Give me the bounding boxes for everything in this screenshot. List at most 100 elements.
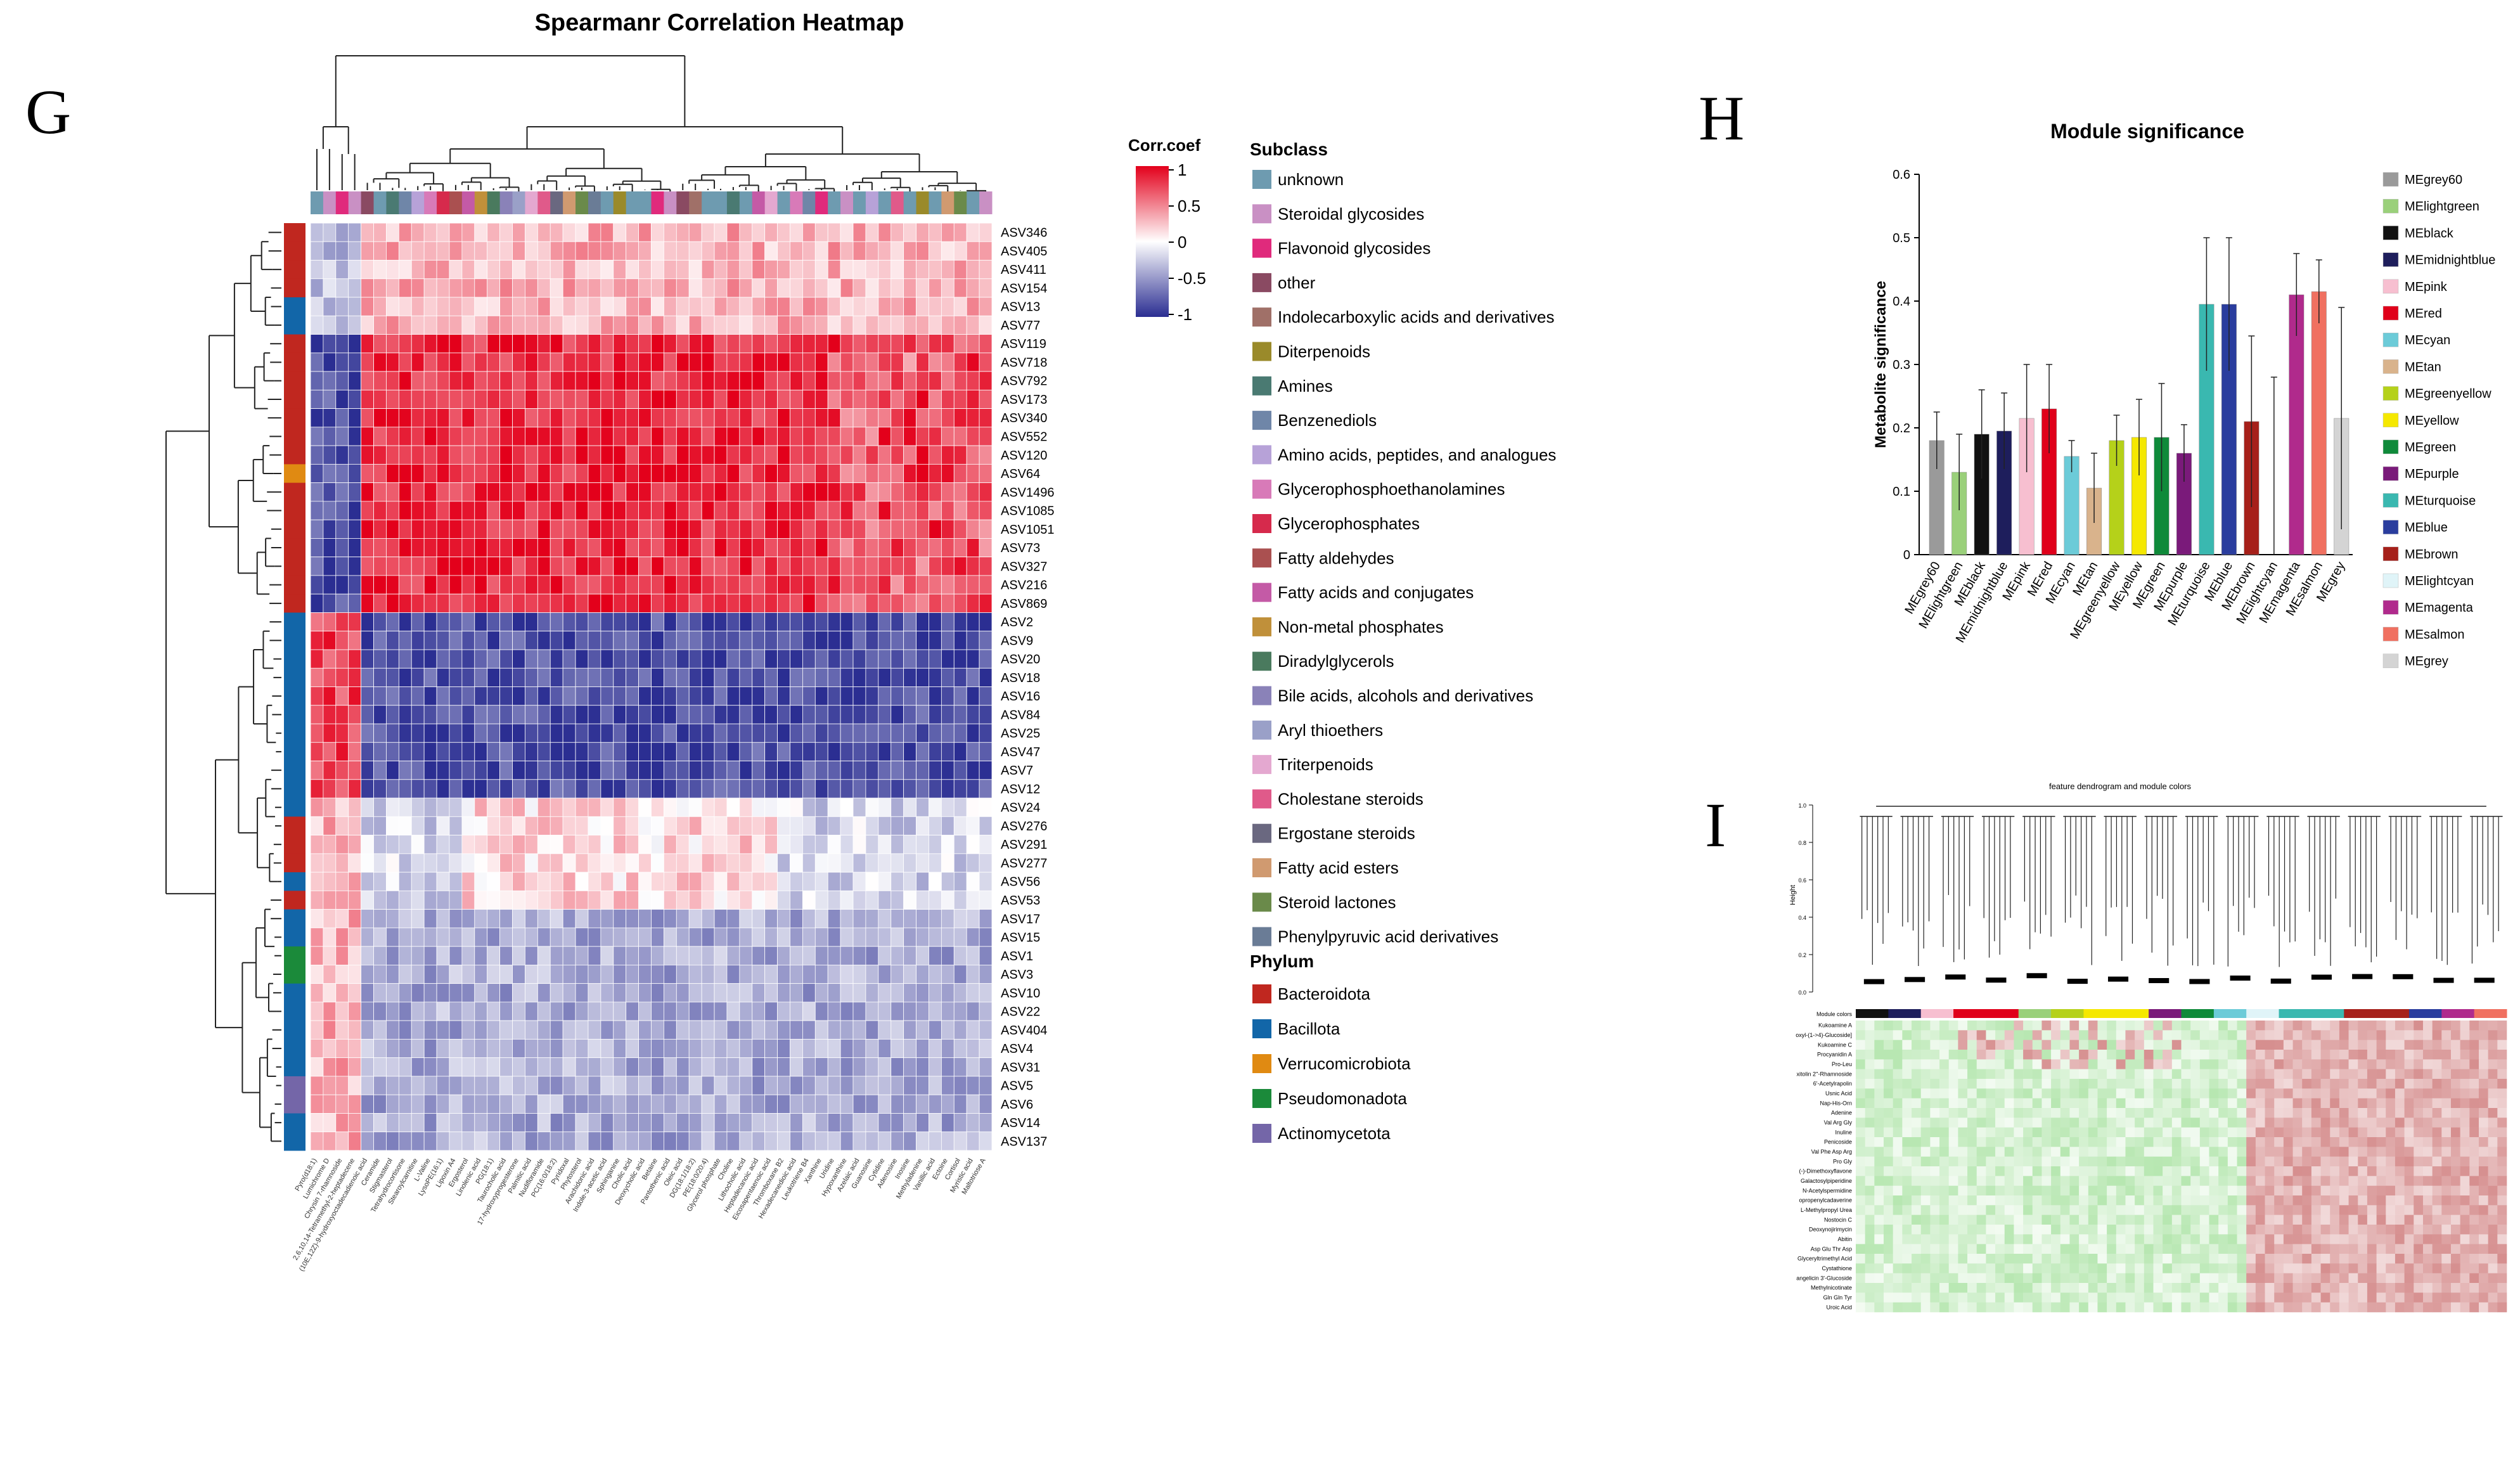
dendro-leaf-cluster xyxy=(2230,976,2251,981)
column-subclass-cell xyxy=(865,191,879,214)
trait-cell xyxy=(2320,1079,2330,1089)
trait-cell xyxy=(2460,1205,2470,1215)
heatmap-cell xyxy=(941,1039,955,1059)
heatmap-cell xyxy=(550,705,563,725)
heatmap-cell xyxy=(461,705,475,725)
trait-cell xyxy=(2283,1079,2293,1089)
heatmap-cell xyxy=(953,909,967,929)
heatmap-cell xyxy=(929,946,942,965)
trait-cell xyxy=(1920,1088,1931,1098)
heatmap-cell xyxy=(461,983,475,1003)
trait-cell xyxy=(1930,1059,1940,1069)
trait-cell xyxy=(2478,1147,2488,1157)
heatmap-cell xyxy=(953,1057,967,1077)
trait-cell xyxy=(2292,1030,2303,1040)
trait-cell xyxy=(2079,1030,2089,1040)
heatmap-cell xyxy=(550,1039,563,1059)
trait-cell xyxy=(2209,1147,2219,1157)
heatmap-cell xyxy=(575,1002,589,1021)
trait-cell xyxy=(2051,1069,2061,1079)
heatmap-cell xyxy=(664,297,677,316)
heatmap-cell xyxy=(764,445,778,465)
trait-cell xyxy=(2237,1069,2247,1079)
heatmap-cell xyxy=(651,334,664,354)
heatmap-cell xyxy=(373,519,387,539)
trait-cell xyxy=(2460,1040,2470,1050)
trait-cell xyxy=(2348,1127,2358,1138)
heatmap-cell xyxy=(449,779,463,799)
heatmap-cell xyxy=(411,649,425,669)
trait-cell xyxy=(2014,1021,2024,1031)
trait-cell xyxy=(2432,1176,2442,1186)
heatmap-cell xyxy=(550,909,563,929)
trait-cell xyxy=(2367,1059,2377,1069)
trait-cell xyxy=(2469,1127,2479,1138)
heatmap-cell xyxy=(953,519,967,539)
heatmap-cell xyxy=(714,297,728,316)
heatmap-cell xyxy=(790,631,803,650)
heatmap-cell xyxy=(865,575,879,595)
heatmap-cell xyxy=(688,742,702,761)
trait-cell xyxy=(2218,1137,2228,1147)
heatmap-cell xyxy=(979,371,993,390)
trait-cell xyxy=(1986,1059,1996,1069)
trait-cell xyxy=(2004,1088,2014,1098)
heatmap-cell xyxy=(626,835,639,854)
heatmap-cell xyxy=(651,723,664,743)
heatmap-cell xyxy=(588,1131,601,1151)
heatmap-cell xyxy=(664,705,677,725)
heatmap-cell xyxy=(676,909,690,929)
heatmap-cell xyxy=(701,482,715,502)
heatmap-cell xyxy=(600,445,614,465)
heatmap-cell xyxy=(739,575,753,595)
subclass-swatch xyxy=(1252,273,1271,292)
trait-cell xyxy=(2432,1195,2442,1206)
heatmap-cell xyxy=(664,1002,677,1021)
heatmap-cell xyxy=(852,797,866,817)
trait-cell xyxy=(2079,1050,2089,1060)
heatmap-cell xyxy=(537,593,551,613)
trait-cell xyxy=(2376,1079,2386,1089)
trait-cell xyxy=(2488,1185,2498,1196)
heatmap-cell xyxy=(752,1076,766,1095)
heatmap-cell xyxy=(840,909,854,929)
trait-cell xyxy=(2088,1185,2098,1196)
heatmap-cell xyxy=(512,742,525,761)
heatmap-cell xyxy=(840,482,854,502)
heatmap-cell xyxy=(449,816,463,835)
heatmap-cell xyxy=(449,965,463,984)
heatmap-cell xyxy=(626,222,639,242)
trait-cell xyxy=(1986,1050,1996,1060)
trait-cell xyxy=(2079,1108,2089,1118)
heatmap-cell xyxy=(739,1039,753,1059)
heatmap-cell xyxy=(852,482,866,502)
trait-cell xyxy=(2441,1185,2452,1196)
heatmap-cell xyxy=(701,797,715,817)
heatmap-cell xyxy=(953,445,967,465)
trait-cell xyxy=(1874,1137,1884,1147)
heatmap-cell xyxy=(537,1113,551,1133)
trait-cell xyxy=(2395,1118,2405,1128)
heatmap-cell xyxy=(953,482,967,502)
heatmap-cell xyxy=(323,1131,337,1151)
heatmap-cell xyxy=(651,927,664,947)
heatmap-cell xyxy=(953,761,967,780)
heatmap-cell xyxy=(386,909,399,929)
heatmap-cell xyxy=(777,575,790,595)
row-phylum-cell xyxy=(284,612,305,632)
heatmap-cell xyxy=(373,705,387,725)
heatmap-cell xyxy=(840,315,854,335)
trait-cell xyxy=(2209,1176,2219,1186)
trait-cell xyxy=(2320,1118,2330,1128)
heatmap-cell xyxy=(348,853,362,873)
dendro-y-tick-label: 0.0 xyxy=(1798,989,1806,996)
heatmap-cell xyxy=(411,389,425,409)
heatmap-cell xyxy=(335,631,349,650)
heatmap-cell xyxy=(323,557,337,576)
trait-cell xyxy=(2283,1166,2293,1176)
trait-cell xyxy=(2190,1205,2201,1215)
trait-cell xyxy=(2469,1021,2479,1031)
trait-cell xyxy=(2283,1137,2293,1147)
trait-cell xyxy=(1958,1079,1968,1089)
trait-cell xyxy=(2032,1088,2042,1098)
